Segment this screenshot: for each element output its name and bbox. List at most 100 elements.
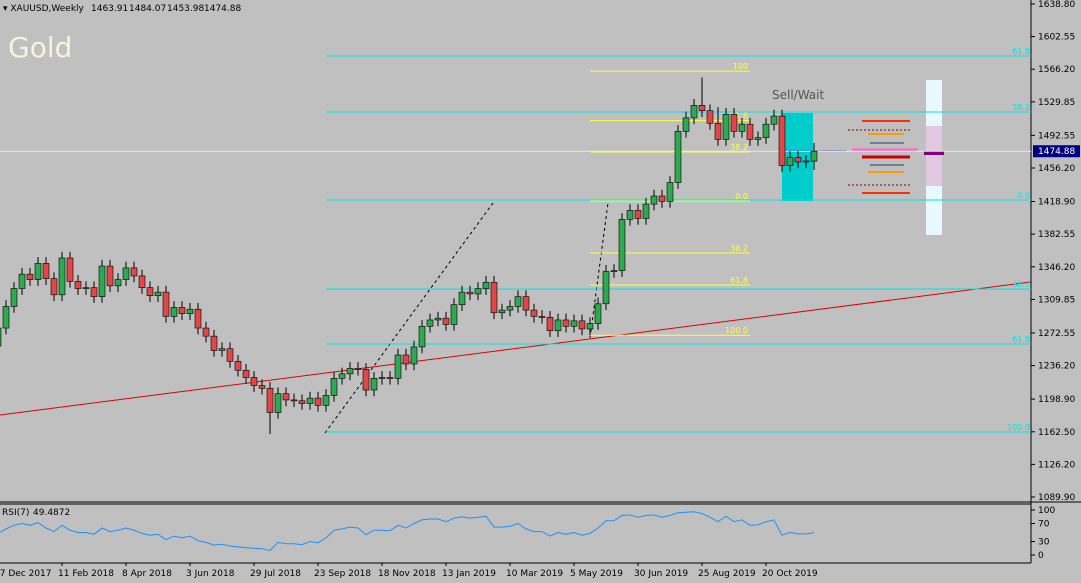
candle-body bbox=[554, 319, 562, 332]
fib-label: 38.2 bbox=[730, 143, 748, 152]
y-tick-label: 1089.90 bbox=[1038, 493, 1075, 503]
candle-body bbox=[162, 291, 170, 317]
fib-label: 100 bbox=[733, 62, 748, 71]
candle-body bbox=[722, 113, 730, 140]
header-open: 1463.91 bbox=[91, 4, 128, 14]
dashed-line bbox=[589, 202, 609, 339]
candle-body bbox=[210, 335, 218, 351]
candle-body bbox=[762, 123, 770, 138]
candle-body bbox=[578, 320, 586, 330]
candle-body bbox=[642, 203, 650, 219]
candle-body bbox=[266, 387, 274, 413]
candle-body bbox=[786, 157, 794, 166]
candle-body bbox=[434, 317, 442, 321]
x-tick-label: 20 Oct 2019 bbox=[762, 569, 818, 579]
candle-body bbox=[770, 115, 778, 125]
candle-body bbox=[442, 317, 450, 325]
candle-body bbox=[706, 110, 714, 124]
fib-label: 38.2 bbox=[1012, 280, 1030, 289]
candle-body bbox=[330, 378, 338, 396]
candle-body bbox=[10, 288, 18, 307]
y-tick-label: 1638.80 bbox=[1038, 0, 1075, 10]
candle-body bbox=[362, 369, 370, 391]
x-tick-label: 17 Dec 2017 bbox=[0, 569, 52, 579]
rsi-tick-label: 70 bbox=[1038, 520, 1050, 530]
candle-body bbox=[90, 287, 98, 297]
candle-body bbox=[178, 307, 186, 314]
candle-body bbox=[586, 323, 594, 330]
candle-body bbox=[386, 377, 394, 379]
candle-body bbox=[138, 275, 146, 288]
candle-body bbox=[26, 273, 34, 280]
candle-body bbox=[226, 348, 234, 362]
candle-body bbox=[370, 378, 378, 391]
x-tick-label: 30 Jun 2019 bbox=[634, 569, 688, 579]
candle-body bbox=[682, 117, 690, 132]
candle-body bbox=[738, 123, 746, 132]
rsi-tick-label: 30 bbox=[1038, 538, 1050, 548]
candle-body bbox=[794, 157, 802, 163]
candle-body bbox=[306, 397, 314, 404]
candle-body bbox=[650, 195, 658, 205]
y-tick-label: 1272.55 bbox=[1038, 329, 1075, 339]
candle-body bbox=[754, 137, 762, 140]
x-tick-label: 5 May 2019 bbox=[570, 569, 623, 579]
candle-body bbox=[426, 319, 434, 327]
x-tick-label: 8 Apr 2018 bbox=[122, 569, 172, 579]
candle-body bbox=[450, 304, 458, 325]
x-tick-label: 10 Mar 2019 bbox=[506, 569, 563, 579]
candle-body bbox=[354, 368, 362, 370]
header-high: 1484.07 bbox=[129, 4, 166, 14]
y-tick-label: 1456.20 bbox=[1038, 164, 1075, 174]
candle-body bbox=[194, 308, 202, 329]
candle-body bbox=[378, 377, 386, 379]
trend-line bbox=[0, 281, 1032, 416]
candle-body bbox=[730, 113, 738, 132]
candle-body bbox=[114, 279, 122, 287]
candle-body bbox=[202, 327, 210, 337]
fib-label: 61.8 bbox=[1012, 47, 1030, 56]
y-tick-label: 1566.20 bbox=[1038, 65, 1075, 75]
rsi-line bbox=[0, 511, 815, 552]
candle-body bbox=[290, 399, 298, 402]
candle-body bbox=[698, 105, 706, 112]
candle-body bbox=[746, 123, 754, 140]
candle-body bbox=[18, 273, 26, 289]
x-tick-label: 11 Feb 2018 bbox=[58, 569, 114, 579]
indicator-name: RSI(7) bbox=[2, 508, 29, 518]
fib-label: 38.2 bbox=[730, 244, 748, 253]
candle-body bbox=[602, 271, 610, 305]
candle-body bbox=[66, 257, 74, 282]
candle-body bbox=[106, 265, 114, 287]
indicator-value: 49.4872 bbox=[33, 508, 70, 518]
candle-body bbox=[658, 195, 666, 202]
candle-body bbox=[74, 281, 82, 289]
candle-body bbox=[418, 325, 426, 348]
candle-body bbox=[666, 182, 674, 202]
candle-body bbox=[122, 267, 130, 280]
candle-body bbox=[82, 287, 90, 289]
price-box bbox=[1033, 145, 1080, 158]
x-tick-label: 13 Jan 2019 bbox=[442, 569, 496, 579]
fib-label: 61.8 bbox=[730, 276, 748, 285]
candle-body bbox=[282, 393, 290, 401]
fib-label: 61.8 bbox=[730, 112, 748, 121]
candle-body bbox=[42, 263, 50, 279]
candle-body bbox=[538, 316, 546, 318]
y-tick-label: 1126.20 bbox=[1038, 460, 1075, 470]
candle-body bbox=[410, 346, 418, 365]
candle-body bbox=[58, 257, 66, 296]
fib-label: 0.0 bbox=[735, 192, 748, 201]
candle-body bbox=[530, 309, 538, 317]
rsi-tick-label: 0 bbox=[1038, 551, 1044, 561]
y-tick-label: 1418.90 bbox=[1038, 198, 1075, 208]
candle-body bbox=[34, 263, 42, 280]
candle-body bbox=[218, 348, 226, 351]
candle-body bbox=[314, 397, 322, 406]
candle-body bbox=[258, 385, 266, 389]
candle-body bbox=[514, 296, 522, 307]
candle-body bbox=[0, 327, 2, 347]
candle-body bbox=[322, 395, 330, 406]
